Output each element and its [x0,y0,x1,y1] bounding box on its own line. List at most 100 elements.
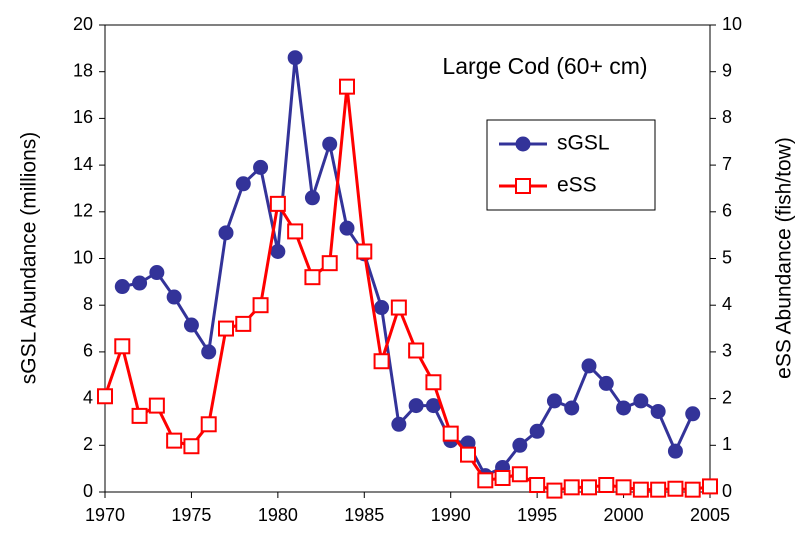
marker [304,190,320,206]
y-tick-label: 2 [83,434,93,454]
marker [183,438,200,455]
marker [632,481,649,498]
x-tick-label: 1975 [171,505,211,525]
marker [529,476,546,493]
marker [391,416,407,432]
marker [252,297,269,314]
marker [201,344,217,360]
y-tick-label: 8 [83,294,93,314]
marker [650,481,667,498]
marker [616,400,632,416]
x-tick-label: 1985 [344,505,384,525]
y-tick-label: 6 [83,341,93,361]
y-tick-label: 12 [73,201,93,221]
marker [685,406,701,422]
marker [564,400,580,416]
marker [270,243,286,259]
y2-tick-label: 2 [722,387,732,407]
legend-marker [515,136,531,152]
marker [581,479,597,496]
marker [598,375,614,391]
y2-tick-label: 1 [722,434,732,454]
marker [235,315,252,332]
y2-tick-label: 3 [722,341,732,361]
marker [511,466,528,483]
plot-frame [104,24,711,493]
legend-label: eSS [557,174,597,197]
marker [356,243,373,260]
marker [339,220,355,236]
y-tick-label: 20 [73,14,93,34]
marker [269,195,286,212]
marker [702,478,718,495]
x-tick-label: 1995 [517,505,557,525]
marker [253,159,269,175]
y2-tick-label: 5 [722,247,732,267]
marker [494,469,511,486]
x-tick-label: 1980 [258,505,298,525]
y2-tick-label: 8 [722,107,732,127]
marker [425,374,442,391]
marker [684,481,701,498]
y2-tick-label: 4 [722,294,732,314]
marker [218,320,234,337]
marker [477,472,494,489]
marker [131,407,148,424]
marker [667,480,684,497]
marker [218,225,234,241]
y-tick-label: 10 [73,247,93,267]
y-axis-label: sGSL Abundance (millions) [18,132,41,385]
marker [339,78,355,95]
marker [322,136,338,152]
marker [287,50,303,66]
marker [581,358,597,374]
marker [390,299,407,316]
marker [442,425,459,442]
legend-box [486,119,656,211]
y-tick-label: 14 [73,154,93,174]
marker [287,223,304,240]
y-tick-label: 4 [83,387,93,407]
x-tick-label: 2000 [604,505,644,525]
marker [408,342,425,359]
marker [114,338,131,355]
x-tick-label: 1990 [431,505,471,525]
y2-tick-label: 0 [722,481,732,501]
marker [615,479,632,496]
marker [546,393,562,409]
y-tick-label: 18 [73,60,93,80]
y2-tick-label: 9 [722,60,732,80]
annotation: Large Cod (60+ cm) [442,53,647,79]
marker [132,275,148,291]
x-tick-label: 1970 [85,505,125,525]
marker [183,317,199,333]
y2-axis-label: eSS Abundance (fish/tow) [773,137,796,379]
marker [321,255,338,272]
marker [166,289,182,305]
series-line [121,57,695,478]
marker [166,432,183,449]
marker [374,300,390,316]
marker [408,398,424,414]
x-tick-label: 2005 [690,505,730,525]
marker [97,388,113,405]
marker [598,476,615,493]
y-tick-label: 0 [83,481,93,501]
legend-marker [515,178,531,194]
marker [149,265,165,281]
y2-tick-label: 7 [722,154,732,174]
marker [373,353,390,370]
marker [304,269,321,286]
marker [633,393,649,409]
y-tick-label: 16 [73,107,93,127]
y2-tick-label: 6 [722,201,732,221]
marker [650,403,666,419]
marker [546,482,563,499]
marker [529,423,545,439]
marker [512,437,528,453]
y2-tick-label: 10 [722,14,742,34]
marker [235,176,251,192]
legend-label: sGSL [557,132,610,155]
marker [667,443,683,459]
